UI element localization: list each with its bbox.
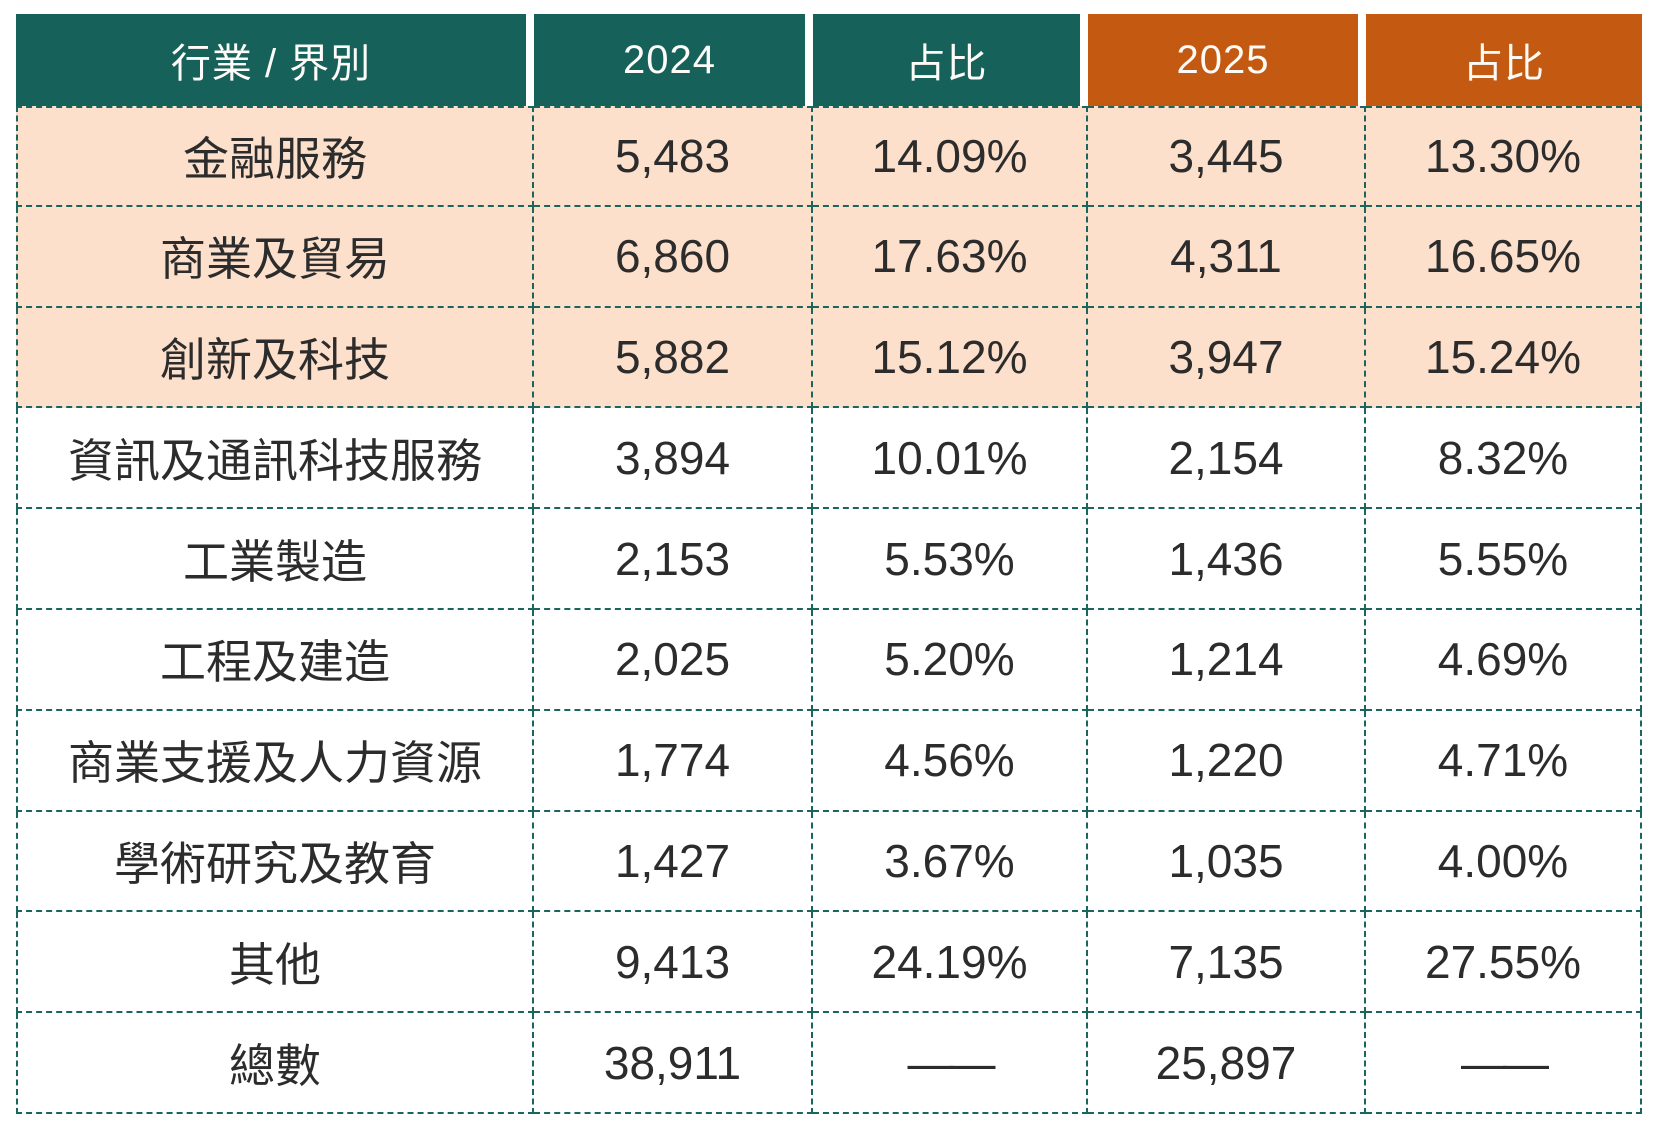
row-2025-share: 13.30% [1366,106,1642,207]
row-2025-value: 3,947 [1088,307,1366,409]
header-cell-2025: 2025 [1088,14,1366,106]
row-industry-label: 其他 [16,912,534,1014]
row-2024-value: 5,483 [534,106,813,207]
row-2024-share: 3.67% [813,811,1088,913]
row-2025-share: 15.24% [1366,307,1642,409]
row-2024-share: 5.20% [813,609,1088,711]
row-industry-label: 資訊及通訊科技服務 [16,408,534,510]
row-2024-value: 3,894 [534,408,813,510]
row-2025-value: 3,445 [1088,106,1366,207]
row-industry-label: 學術研究及教育 [16,811,534,913]
row-2025-value: 2,154 [1088,408,1366,510]
total-2024-value: 38,911 [534,1013,813,1114]
header-cell-industry: 行業 / 界別 [16,14,534,106]
row-industry-label: 工業製造 [16,509,534,610]
row-2025-share: 5.55% [1366,509,1642,610]
table-grid: 行業 / 界別 2024 占比 2025 占比 金融服務 5,483 14.09… [16,14,1642,1114]
row-2024-share: 4.56% [813,710,1088,812]
row-2025-share: 4.69% [1366,609,1642,711]
row-industry-label: 創新及科技 [16,307,534,409]
row-2025-share: 27.55% [1366,912,1642,1014]
row-2024-value: 1,774 [534,710,813,812]
industry-sector-table: 行業 / 界別 2024 占比 2025 占比 金融服務 5,483 14.09… [16,14,1642,1114]
header-cell-share-2025: 占比 [1366,14,1642,106]
total-2025-value: 25,897 [1088,1013,1366,1114]
row-2025-share: 4.71% [1366,710,1642,812]
row-industry-label: 商業支援及人力資源 [16,710,534,812]
row-2025-value: 4,311 [1088,206,1366,308]
row-2025-value: 1,436 [1088,509,1366,610]
row-2025-value: 1,214 [1088,609,1366,711]
row-2024-value: 5,882 [534,307,813,409]
total-row-label: 總數 [16,1013,534,1114]
total-2025-share-dash: —— [1366,1013,1642,1114]
row-2024-share: 10.01% [813,408,1088,510]
row-2025-share: 8.32% [1366,408,1642,510]
total-2024-share-dash: —— [813,1013,1088,1114]
header-cell-share-2024: 占比 [813,14,1088,106]
row-2024-value: 9,413 [534,912,813,1014]
header-cell-2024: 2024 [534,14,813,106]
row-industry-label: 商業及貿易 [16,206,534,308]
row-2024-value: 6,860 [534,206,813,308]
row-2024-value: 2,025 [534,609,813,711]
row-2025-share: 4.00% [1366,811,1642,913]
row-2024-value: 1,427 [534,811,813,913]
row-2025-value: 1,035 [1088,811,1366,913]
row-2025-value: 1,220 [1088,710,1366,812]
row-2024-value: 2,153 [534,509,813,610]
row-2024-share: 15.12% [813,307,1088,409]
row-industry-label: 工程及建造 [16,609,534,711]
row-2024-share: 17.63% [813,206,1088,308]
row-2024-share: 5.53% [813,509,1088,610]
row-2024-share: 24.19% [813,912,1088,1014]
row-industry-label: 金融服務 [16,106,534,207]
row-2025-value: 7,135 [1088,912,1366,1014]
row-2025-share: 16.65% [1366,206,1642,308]
row-2024-share: 14.09% [813,106,1088,207]
